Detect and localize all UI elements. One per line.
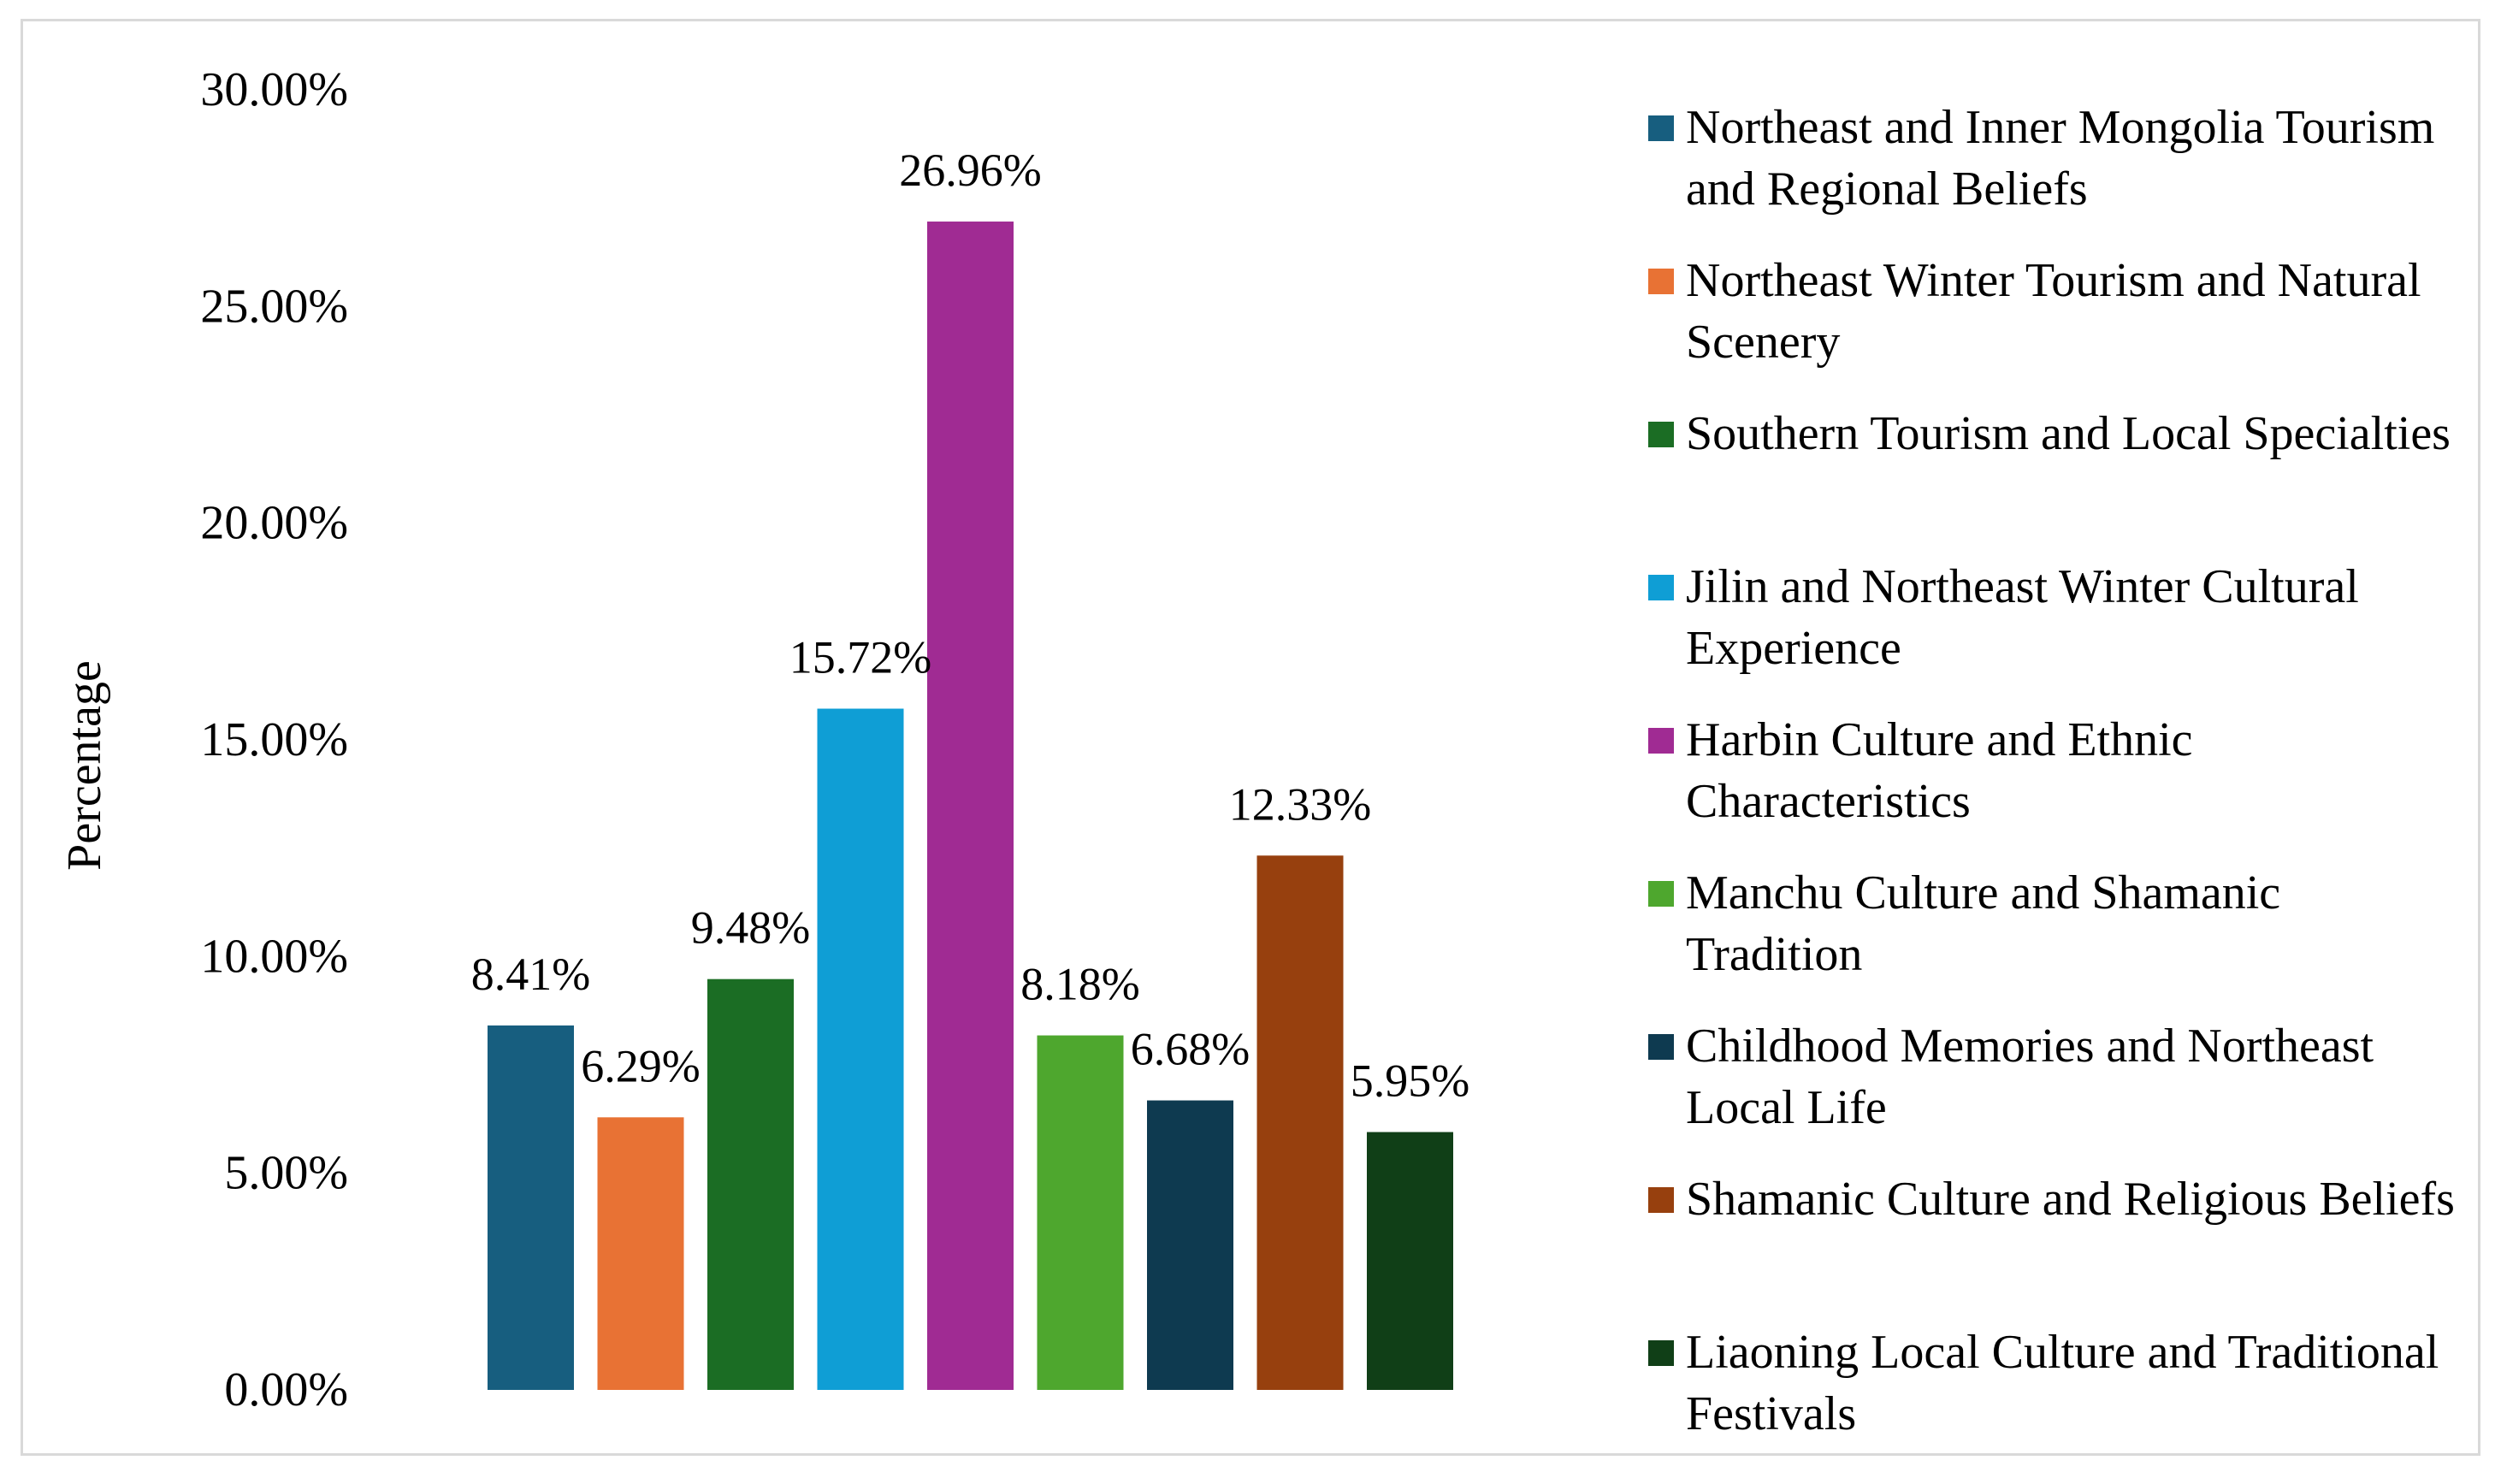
bar-chart: Percentage 0.00% 5.00% 10.00% 15.00% 20.00% 2… [58, 63, 1469, 1416]
legend-item: Jilin and Northeast Winter Cultural Expe… [1648, 556, 2469, 709]
legend-label: Southern Tourism and Local Specialties [1686, 407, 2451, 460]
legend-label: Childhood Memories and Northeast Local L… [1686, 1020, 2374, 1134]
y-tick-label: 5.00% [224, 1147, 348, 1200]
legend-item: Childhood Memories and Northeast Local L… [1648, 1015, 2469, 1168]
bar-value-label: 6.68% [1131, 1024, 1250, 1075]
legend-item: Liaoning Local Culture and Traditional F… [1648, 1321, 2469, 1475]
bar-value-label: 26.96% [899, 145, 1041, 196]
legend-swatch [1648, 728, 1674, 754]
bar-value-label: 15.72% [789, 632, 931, 683]
bar [1147, 1100, 1233, 1390]
legend-label: Shamanic Culture and Religious Beliefs [1686, 1173, 2455, 1226]
legend-swatch [1648, 1187, 1674, 1213]
y-tick-label: 20.00% [200, 497, 348, 550]
legend-label: Liaoning Local Culture and Traditional F… [1686, 1326, 2439, 1440]
bar-value-label: 8.18% [1020, 959, 1139, 1010]
bar-value-label: 9.48% [691, 902, 810, 954]
legend-label: Harbin Culture and Ethnic Characteristic… [1686, 713, 2193, 828]
legend-swatch [1648, 269, 1674, 294]
legend-swatch [1648, 115, 1674, 141]
y-tick-label: 15.00% [200, 713, 348, 766]
bar [707, 978, 794, 1390]
bar [927, 222, 1014, 1391]
bar [597, 1117, 684, 1390]
y-tick-label: 10.00% [200, 930, 348, 983]
bar-value-label: 6.29% [581, 1040, 700, 1091]
legend-swatch [1648, 1340, 1674, 1366]
legend-swatch [1648, 422, 1674, 447]
bar [1367, 1132, 1453, 1390]
legend-swatch [1648, 881, 1674, 907]
bar-value-label: 12.33% [1229, 778, 1371, 830]
chart-frame: Percentage 0.00% 5.00% 10.00% 15.00% 20.00% 2… [21, 19, 2480, 1456]
legend-label: Jilin and Northeast Winter Cultural Expe… [1686, 560, 2359, 675]
y-tick-label: 0.00% [224, 1363, 348, 1416]
y-axis-ticks: 0.00% 5.00% 10.00% 15.00% 20.00% 25.00% 30.00% [200, 63, 348, 1416]
y-tick-label: 25.00% [200, 280, 348, 333]
bar-value-label: 5.95% [1351, 1055, 1469, 1107]
y-axis-title: Percentage [58, 660, 111, 871]
bar [817, 708, 904, 1390]
legend-swatch [1648, 1034, 1674, 1060]
legend-label: Northeast and Inner Mongolia Tourism and… [1686, 101, 2435, 216]
bar [1256, 855, 1344, 1390]
bar-value-labels: 8.41% 6.29% 9.48% 15.72% 26.96% 8.18% 6.68% 12.… [471, 145, 1469, 1107]
legend: Northeast and Inner Mongolia Tourism and… [1648, 97, 2469, 1475]
legend-item: Shamanic Culture and Religious Beliefs [1648, 1168, 2469, 1321]
bars [488, 222, 1453, 1391]
legend-label: Manchu Culture and Shamanic Tradition [1686, 866, 2281, 981]
legend-item: Northeast Winter Tourism and Natural Sce… [1648, 250, 2469, 403]
bar [488, 1025, 574, 1390]
legend-item: Manchu Culture and Shamanic Tradition [1648, 862, 2469, 1015]
legend-item: Northeast and Inner Mongolia Tourism and… [1648, 97, 2469, 250]
legend-label: Northeast Winter Tourism and Natural Sce… [1686, 254, 2421, 369]
legend-item: Harbin Culture and Ethnic Characteristic… [1648, 709, 2469, 862]
legend-swatch [1648, 575, 1674, 600]
bar-value-label: 8.41% [471, 949, 590, 1000]
y-tick-label: 30.00% [200, 63, 348, 116]
bar [1037, 1035, 1124, 1390]
legend-item: Southern Tourism and Local Specialties [1648, 403, 2469, 556]
